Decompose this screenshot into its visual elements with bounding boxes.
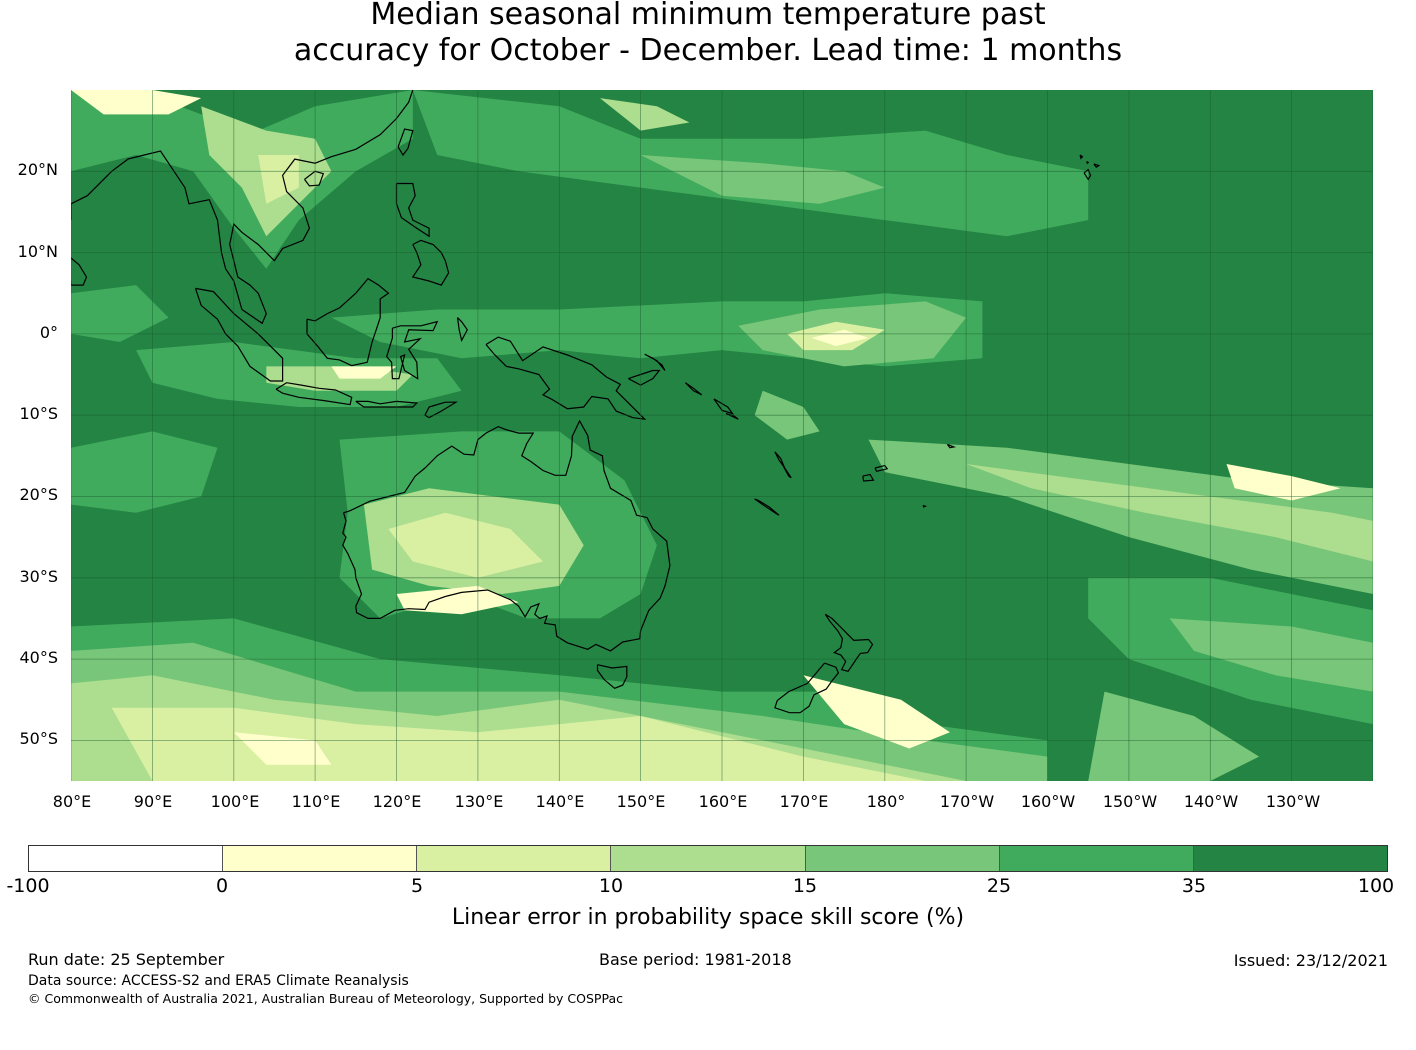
lon-label-120e: 120°E <box>372 792 422 811</box>
issued-date: Issued: 23/12/2021 <box>1233 951 1388 970</box>
colorbar-tick: 35 <box>1181 875 1207 897</box>
lon-label-90e: 90°E <box>133 792 173 811</box>
map-title-line-1: Median seasonal minimum temperature past <box>370 0 1046 32</box>
skill-patch <box>966 464 1373 562</box>
colorbar-label: Linear error in probability space skill … <box>451 905 965 930</box>
skill-patch <box>803 675 950 749</box>
skill-patch <box>331 366 397 379</box>
coastline <box>386 320 439 380</box>
lat-label-20s: 20°S <box>19 485 58 504</box>
coastline <box>456 317 469 343</box>
skill-patch <box>388 512 543 578</box>
lon-label-170w: 170°W <box>939 792 995 811</box>
lat-label-40s: 40°S <box>19 648 58 667</box>
colorbar-tick: 25 <box>986 875 1012 897</box>
colorbar-swatch <box>29 846 224 871</box>
coastline <box>306 277 390 367</box>
coastline <box>1086 160 1090 165</box>
coastline <box>395 182 430 238</box>
coastline <box>1083 168 1092 181</box>
coastline <box>754 498 780 516</box>
skill-patch <box>868 439 1373 594</box>
coastline <box>411 239 450 286</box>
skill-patch <box>1088 691 1260 781</box>
lon-label-110e: 110°E <box>291 792 341 811</box>
map-title-line-2: accuracy for October - December. Lead ti… <box>293 33 1123 68</box>
skill-patch <box>71 90 202 115</box>
colorbar-tick: 15 <box>792 875 818 897</box>
coastline <box>725 413 739 420</box>
coastline <box>862 473 875 482</box>
coastline <box>71 90 414 325</box>
colorbar-tick: 5 <box>410 875 424 897</box>
coastline <box>485 336 647 421</box>
colorbar-tick: 10 <box>598 875 624 897</box>
lat-label-20n: 20°N <box>17 160 58 179</box>
colorbar-tick: -100 <box>6 875 50 897</box>
lon-label-150e: 150°E <box>616 792 666 811</box>
skill-patch <box>599 98 690 131</box>
colorbar-swatch <box>1193 846 1387 871</box>
lon-label-170e: 170°E <box>779 792 829 811</box>
lat-label-30s: 30°S <box>19 567 58 586</box>
lon-label-150w: 150°W <box>1102 792 1158 811</box>
coastline <box>684 382 703 396</box>
lon-label-160w: 160°W <box>1020 792 1076 811</box>
lat-label-50s: 50°S <box>19 729 58 748</box>
coastline <box>874 464 889 472</box>
coastline <box>596 664 628 689</box>
coastline <box>397 128 414 157</box>
coastline <box>774 662 840 714</box>
lon-label-160e: 160°E <box>698 792 748 811</box>
skill-patch <box>640 155 885 204</box>
lon-label-140w: 140°W <box>1183 792 1239 811</box>
coastline <box>194 287 284 382</box>
lon-label-130e: 130°E <box>454 792 504 811</box>
coastline <box>1079 154 1084 160</box>
lat-label-10n: 10°N <box>17 242 58 261</box>
lon-label-100e: 100°E <box>210 792 260 811</box>
coastline <box>628 369 661 386</box>
colorbar-swatch <box>999 846 1194 871</box>
lon-label-140e: 140°E <box>535 792 585 811</box>
lat-label-10s: 10°S <box>19 404 58 423</box>
colorbar-swatch <box>223 846 418 871</box>
coastline <box>304 170 325 187</box>
base-period: Base period: 1981-2018 <box>599 950 792 969</box>
skill-patch <box>1226 464 1341 501</box>
coastline <box>713 398 735 415</box>
coastline <box>275 382 353 406</box>
colorbar-tick: 100 <box>1357 875 1395 897</box>
skill-score-map <box>71 90 1373 781</box>
coastline <box>355 400 419 408</box>
coastline <box>824 613 874 672</box>
graticule <box>71 90 1373 781</box>
coastline <box>71 257 88 286</box>
coastline <box>644 353 666 371</box>
colorbar-tick: 0 <box>215 875 229 897</box>
colorbar-swatch <box>611 846 806 871</box>
coastline <box>774 451 792 479</box>
colorbar-swatch <box>805 846 1000 871</box>
map-canvas <box>71 90 1373 781</box>
coastlines <box>71 90 1101 714</box>
skill-patch <box>71 431 218 513</box>
copyright-notice: © Commonwealth of Australia 2021, Austra… <box>28 991 623 1006</box>
data-source: Data source: ACCESS-S2 and ERA5 Climate … <box>28 973 409 989</box>
coastline <box>946 443 957 449</box>
colorbar <box>28 845 1388 872</box>
skill-patch <box>396 585 519 615</box>
colorbar-swatch <box>417 846 612 871</box>
coastline <box>922 504 927 508</box>
run-date: Run date: 25 September <box>28 950 225 969</box>
coastline <box>342 419 671 652</box>
skill-patch <box>1169 618 1373 692</box>
lat-label-0: 0° <box>39 323 58 342</box>
skill-patch <box>71 285 169 342</box>
lon-label-180: 180° <box>866 792 906 811</box>
coastline <box>1093 163 1101 169</box>
lon-label-130w: 130°W <box>1265 792 1321 811</box>
lon-label-80e: 80°E <box>52 792 92 811</box>
